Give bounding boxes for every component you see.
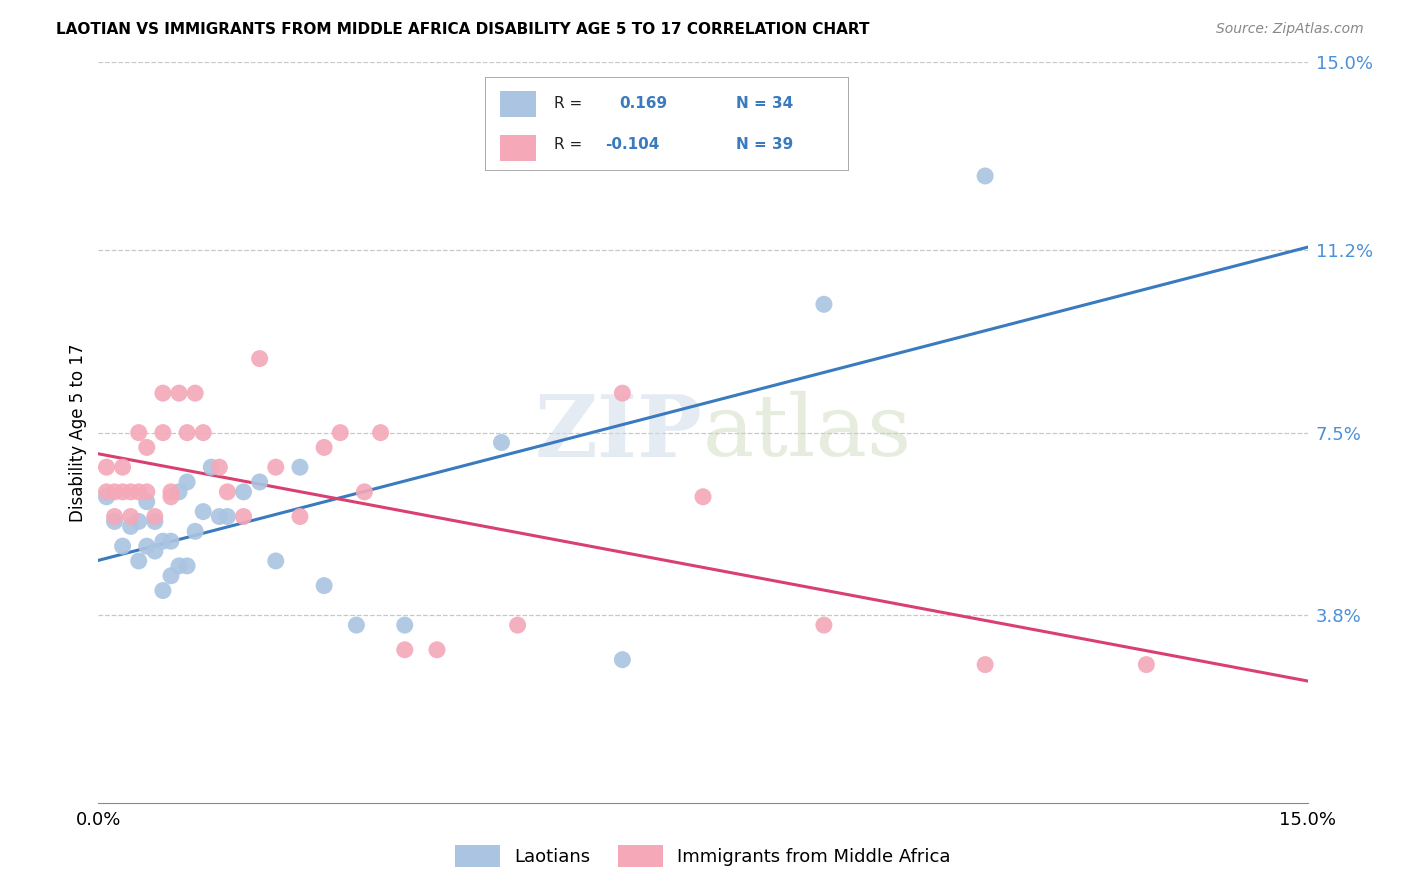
Point (96, 460, 118, 475)
Point (167, 484, 190, 499)
Point (176, 558, 198, 573)
Point (314, 579, 336, 593)
Point (692, 490, 714, 504)
Point (135, 539, 157, 553)
Text: Source: ZipAtlas.com: Source: ZipAtlas.com (1216, 22, 1364, 37)
Point (152, 386, 174, 401)
Point (208, 460, 231, 475)
Legend: Laotians, Immigrants from Middle Africa: Laotians, Immigrants from Middle Africa (449, 838, 957, 874)
Point (506, 618, 529, 632)
Point (160, 568, 183, 582)
Point (152, 583, 174, 598)
Point (491, 435, 513, 450)
Point (120, 484, 142, 499)
Point (232, 484, 254, 499)
Point (264, 460, 287, 475)
Point (232, 509, 254, 524)
Point (128, 515, 150, 529)
Point (111, 484, 134, 499)
Point (152, 425, 174, 440)
Point (288, 460, 311, 475)
Point (120, 509, 142, 524)
Point (143, 544, 166, 558)
Point (200, 460, 222, 475)
Point (974, 169, 997, 183)
Point (1135, 657, 1157, 672)
Point (329, 425, 352, 440)
Point (193, 425, 215, 440)
Point (314, 441, 336, 455)
Point (143, 515, 166, 529)
Point (143, 509, 166, 524)
Point (96, 490, 118, 504)
Point (120, 519, 142, 533)
Point (184, 386, 207, 401)
Point (813, 297, 835, 311)
Point (353, 484, 375, 499)
Point (249, 351, 271, 366)
Text: LAOTIAN VS IMMIGRANTS FROM MIDDLE AFRICA DISABILITY AGE 5 TO 17 CORRELATION CHAR: LAOTIAN VS IMMIGRANTS FROM MIDDLE AFRICA… (56, 22, 870, 37)
Point (193, 505, 215, 519)
Point (160, 484, 183, 499)
Point (103, 484, 125, 499)
Point (974, 657, 997, 672)
Point (167, 558, 190, 573)
Point (217, 484, 239, 499)
Point (176, 425, 198, 440)
Point (135, 494, 157, 508)
Point (208, 509, 231, 524)
Point (96, 484, 118, 499)
Point (160, 534, 183, 549)
Point (370, 425, 392, 440)
Text: atlas: atlas (703, 391, 912, 475)
Point (135, 441, 157, 455)
Point (111, 539, 134, 553)
Point (176, 475, 198, 489)
Point (426, 642, 449, 657)
Point (344, 618, 367, 632)
Point (813, 618, 835, 632)
Point (128, 554, 150, 568)
Point (394, 618, 416, 632)
Text: ZIP: ZIP (536, 391, 703, 475)
Point (160, 490, 183, 504)
Point (111, 460, 134, 475)
Point (184, 524, 207, 539)
Point (135, 484, 157, 499)
Point (394, 642, 416, 657)
Point (249, 475, 271, 489)
Point (152, 534, 174, 549)
Point (128, 484, 150, 499)
Point (167, 386, 190, 401)
Point (103, 515, 125, 529)
Point (128, 425, 150, 440)
Point (612, 386, 634, 401)
Point (612, 653, 634, 667)
Y-axis label: Disability Age 5 to 17: Disability Age 5 to 17 (69, 343, 87, 522)
Point (103, 509, 125, 524)
Point (217, 509, 239, 524)
Point (264, 554, 287, 568)
Point (288, 509, 311, 524)
